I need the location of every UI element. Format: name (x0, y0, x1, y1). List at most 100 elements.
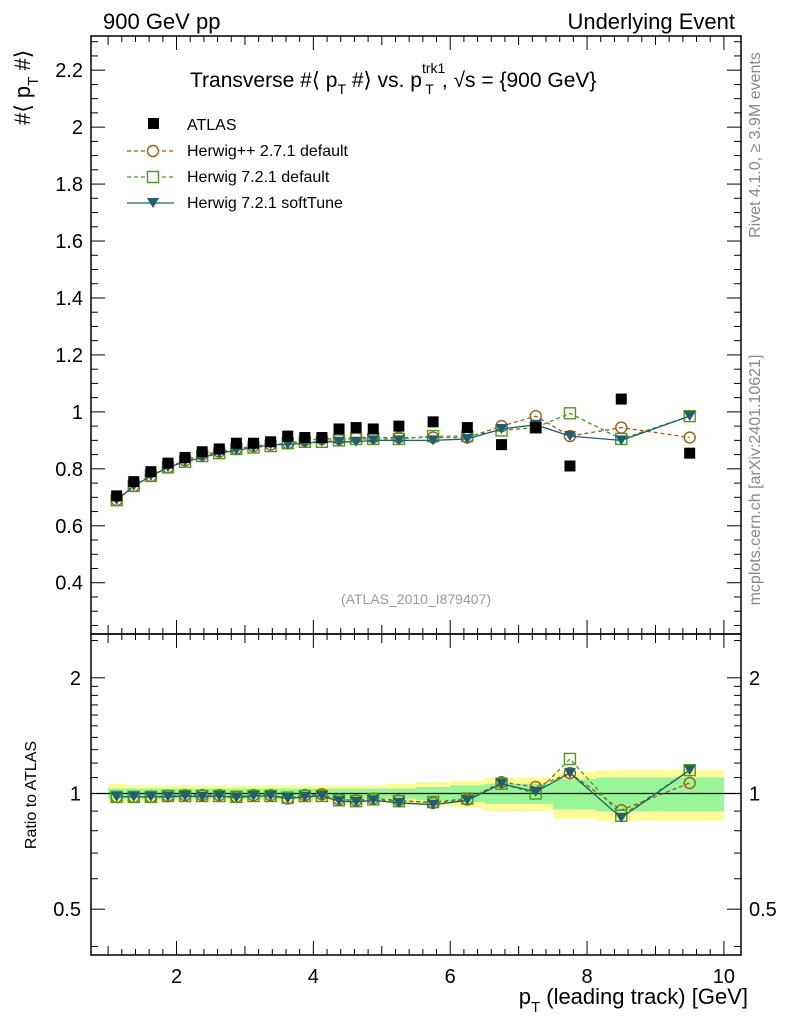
softtune-point (615, 812, 628, 823)
xlabel-sub: T (531, 999, 540, 1016)
atlas-point (299, 432, 311, 444)
atlas-point (367, 423, 379, 435)
atlas-point (230, 437, 242, 449)
ratio-y-tick-label-right: 1 (749, 783, 760, 805)
softtune-point (461, 795, 474, 806)
main-panel: 0.4 0.6 0.8 1 1.2 1.4 1.6 1.8 2 2.2 (55, 35, 742, 635)
atlas-point (333, 423, 345, 435)
legend-label-atlas: ATLAS (187, 117, 237, 134)
x-axis-label: pT (leading track) [GeV] (519, 984, 748, 1016)
atlas-point (111, 490, 123, 502)
softtune-point (179, 791, 192, 802)
atlas-point (213, 443, 225, 455)
softtune-point (563, 768, 576, 779)
legend-entry-herwig721: Herwig 7.2.1 default (127, 169, 330, 186)
softtune-point (196, 791, 209, 802)
header-left: 900 GeV pp (103, 9, 220, 34)
softtune-point (615, 435, 628, 446)
legend-marker-herwigpp (146, 144, 160, 158)
softtune-point (495, 778, 508, 789)
xlabel-post: (leading track) [GeV] (540, 984, 748, 1009)
legend-entry-herwigpp: Herwig++ 2.7.1 default (127, 143, 349, 160)
softtune-point (683, 765, 696, 776)
legend-marker-atlas (148, 118, 159, 129)
softtune-point (392, 797, 405, 808)
softtune-point (161, 791, 174, 802)
softtune-point (333, 436, 346, 447)
herwig721-point (495, 777, 508, 790)
legend-entry-atlas: ATLAS (148, 117, 237, 134)
atlas-point (145, 466, 157, 478)
softtune-point (315, 791, 328, 802)
analysis-watermark: (ATLAS_2010_I879407) (341, 591, 491, 607)
title-sub-2: T (425, 81, 434, 97)
softtune-point (529, 786, 542, 797)
herwigpp-point (563, 766, 577, 780)
softtune-point (683, 411, 696, 422)
y-tick-label: 1 (72, 402, 83, 424)
herwig721-point (683, 409, 696, 423)
y-tick-label: 1.6 (55, 231, 83, 253)
herwig721-point (563, 407, 577, 420)
atlas-point (265, 436, 277, 448)
herwig721-point (683, 763, 696, 777)
atlas-point (427, 416, 439, 428)
softtune-point (298, 791, 311, 802)
band-inner-bin (595, 777, 656, 812)
atlas-point (684, 447, 696, 459)
atlas-point (282, 430, 294, 442)
softtune-point (392, 435, 405, 446)
atlas-point (350, 422, 362, 434)
softtune-point (110, 791, 123, 802)
atlas-point (564, 460, 576, 472)
atlas-point (162, 457, 174, 469)
softtune-point (213, 791, 226, 802)
ratio-y-tick-label: 0.5 (53, 899, 81, 921)
ratio-panel: 2 4 6 8 10 0.5 0.5 1 1 2 2 (53, 633, 777, 988)
herwigpp-point (683, 776, 696, 790)
atlas-point (128, 476, 140, 488)
softtune-point (427, 435, 440, 446)
ratio-y-tick-label-right: 0.5 (749, 899, 777, 921)
main-ylabel-post: #⟩ (10, 50, 35, 77)
softtune-point (281, 439, 294, 450)
atlas-point (615, 393, 627, 405)
softtune-point (367, 435, 380, 446)
main-ylabel-sub: T (25, 77, 42, 86)
title-sub-1: T (337, 81, 346, 97)
atlas-point (196, 446, 208, 458)
y-tick-label: 0.8 (55, 459, 83, 481)
header-right: Underlying Event (567, 9, 735, 34)
title-sup: trk1 (422, 60, 446, 76)
y-tick-label: 2 (72, 117, 83, 139)
legend-marker-softtune (147, 198, 159, 208)
y-tick-label: 2.2 (55, 60, 83, 82)
softtune-point (427, 799, 440, 810)
softtune-point (264, 791, 277, 802)
title-part-1: Transverse #⟨ p (190, 69, 337, 92)
ratio-ylabel: Ratio to ATLAS (23, 741, 40, 849)
main-ylabel: #⟨ pT #⟩ (10, 50, 42, 125)
main-ylabel-pre: #⟨ p (10, 86, 35, 125)
legend-marker-herwig721 (146, 170, 160, 184)
y-tick-label: 0.6 (55, 516, 83, 538)
atlas-point (461, 422, 473, 434)
ratio-y-tick-label-right: 2 (749, 668, 760, 690)
chart-title: Transverse #⟨ pT #⟩ vs. ptrk1 T, √s = {90… (190, 60, 596, 97)
softtune-point (350, 797, 363, 808)
band-inner-bin (655, 777, 724, 812)
title-part-3: , √s = {900 GeV} (442, 69, 597, 92)
title-part-2: #⟩ vs. p (346, 69, 422, 92)
x-tick-label: 8 (581, 966, 592, 988)
softtune-point (461, 433, 474, 444)
softtune-point (333, 796, 346, 807)
rivet-label: Rivet 4.1.0, ≥ 3.9M events (747, 52, 764, 238)
softtune-point (350, 436, 363, 447)
legend-label-herwigpp: Herwig++ 2.7.1 default (187, 143, 349, 160)
softtune-point (144, 791, 157, 802)
softtune-point (127, 791, 140, 802)
x-tick-label: 10 (713, 966, 735, 988)
softtune-point (247, 791, 260, 802)
herwigpp-point (683, 431, 696, 444)
